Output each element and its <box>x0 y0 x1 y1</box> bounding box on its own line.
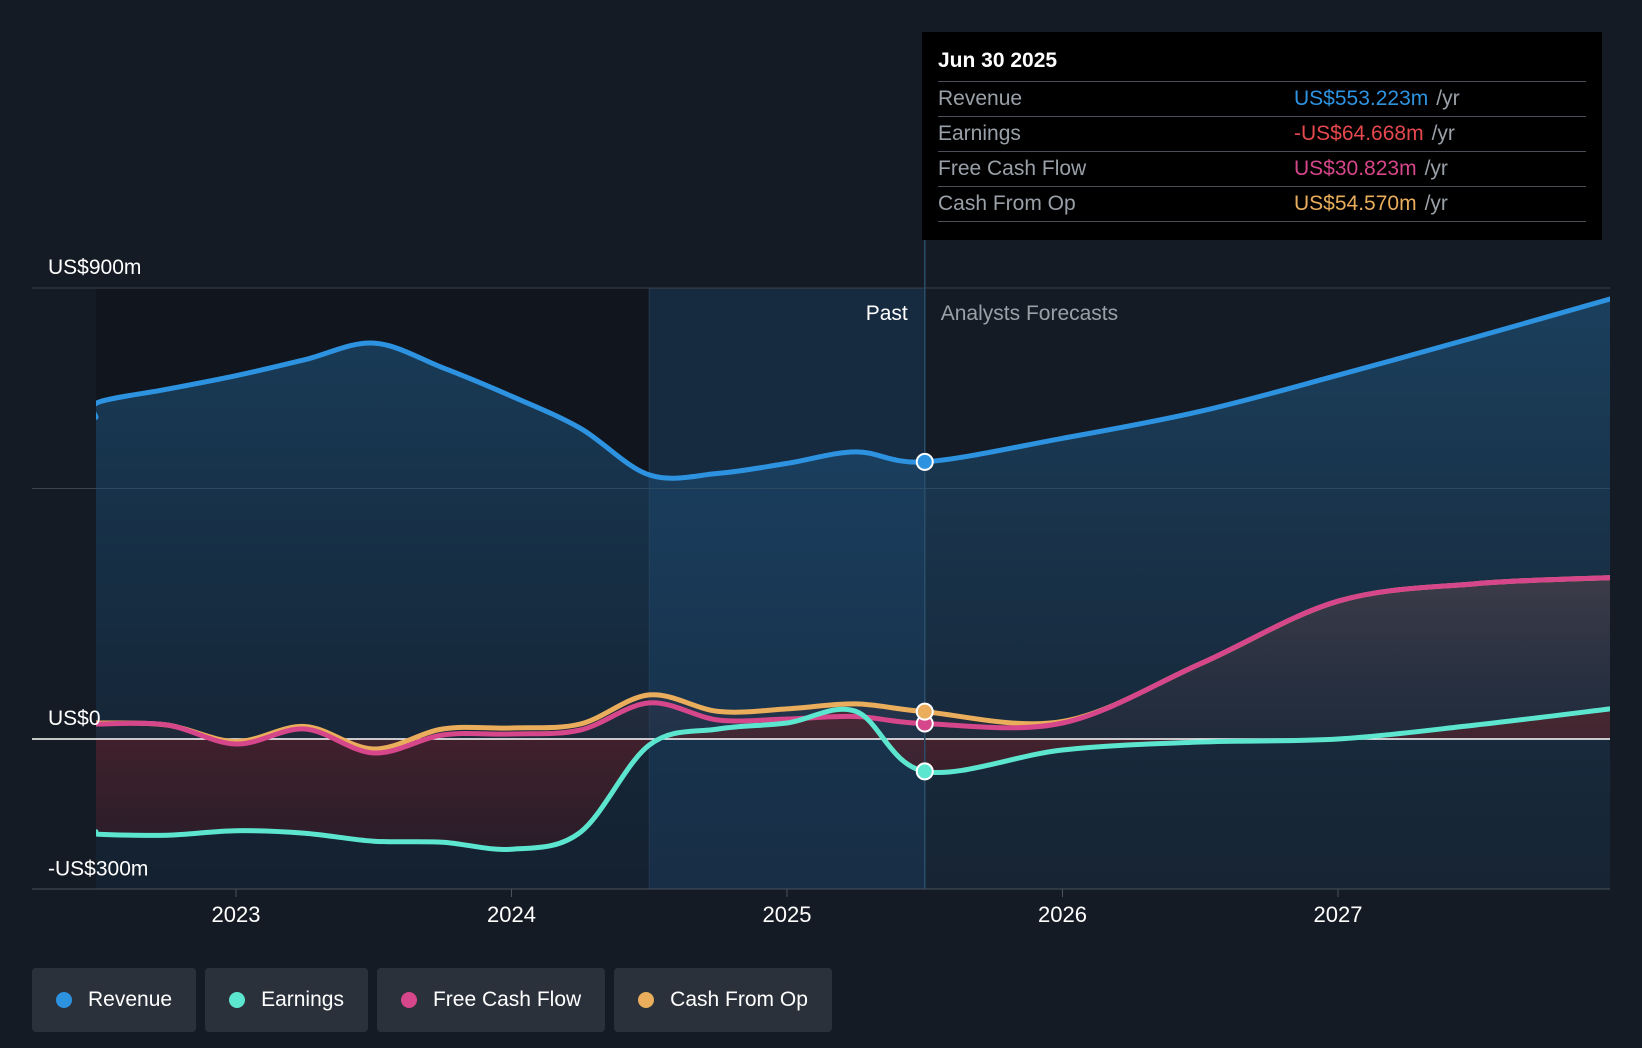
legend-label: Earnings <box>261 988 344 1011</box>
legend-item-earnings[interactable]: Earnings <box>205 968 368 1032</box>
revenue-line <box>96 296 1610 481</box>
x-tick-label-2: 2025 <box>763 902 812 927</box>
free-cash-flow-line <box>96 575 1610 756</box>
past-label: Past <box>866 302 908 325</box>
tooltip-unit: /yr <box>1436 87 1460 110</box>
tooltip-label: Free Cash Flow <box>938 157 1087 180</box>
forecast-label: Analysts Forecasts <box>941 302 1118 325</box>
legend-item-free-cash-flow[interactable]: Free Cash Flow <box>376 968 606 1032</box>
earnings-negative-area <box>96 708 1610 850</box>
tooltip-value: US$30.823m <box>1294 157 1417 180</box>
earnings-dot-icon <box>229 992 246 1008</box>
legend-item-cash-from-op[interactable]: Cash From Op <box>614 968 832 1032</box>
y-tick-label-2: -US$300m <box>48 857 148 880</box>
tooltip-value: US$553.223m <box>1294 87 1429 110</box>
earnings-line <box>96 706 1610 852</box>
legend: Revenue Earnings Free Cash Flow Cash Fro… <box>32 968 832 1032</box>
tooltip-unit: /yr <box>1431 122 1455 145</box>
y-tick-label-0: US$900m <box>48 256 141 279</box>
tooltip-row-revenue: Revenue US$553.223m /yr <box>938 81 1586 116</box>
legend-label: Free Cash Flow <box>432 988 582 1011</box>
revenue-marker <box>915 452 934 471</box>
tooltip-value: US$54.570m <box>1294 192 1417 215</box>
x-tick-label-1: 2024 <box>487 902 536 927</box>
tooltip-row-free-cash-flow: Free Cash Flow US$30.823m /yr <box>938 151 1586 186</box>
y-tick-label-1: US$0 <box>48 707 101 730</box>
tooltip-label: Revenue <box>938 87 1023 110</box>
tooltip-label: Cash From Op <box>938 192 1076 215</box>
legend-item-revenue[interactable]: Revenue <box>32 968 197 1032</box>
x-tick-label-3: 2026 <box>1038 902 1087 927</box>
cash-from-op-marker <box>915 702 934 721</box>
tooltip-unit: /yr <box>1424 157 1448 180</box>
tooltip-date: Jun 30 2025 <box>938 49 1058 72</box>
tooltip: Jun 30 2025 Revenue US$553.223m /yr Earn… <box>922 32 1602 240</box>
legend-label: Revenue <box>88 988 173 1011</box>
x-tick-label-0: 2023 <box>212 902 261 927</box>
tooltip-label: Earnings <box>938 122 1021 145</box>
revenue-dot-icon <box>56 992 72 1008</box>
free-cash-flow-dot-icon <box>400 992 417 1008</box>
tooltip-row-earnings: Earnings -US$64.668m /yr <box>938 116 1586 151</box>
tooltip-unit: /yr <box>1424 192 1448 215</box>
tooltip-row-cash-from-op: Cash From Op US$54.570m /yr <box>938 186 1586 222</box>
cash-from-op-dot-icon <box>638 992 655 1008</box>
x-tick-label-4: 2027 <box>1314 902 1363 927</box>
legend-label: Cash From Op <box>670 988 808 1011</box>
tooltip-value: -US$64.668m <box>1294 122 1424 145</box>
earnings-marker <box>915 762 934 781</box>
cash-from-op-area <box>96 577 1610 750</box>
